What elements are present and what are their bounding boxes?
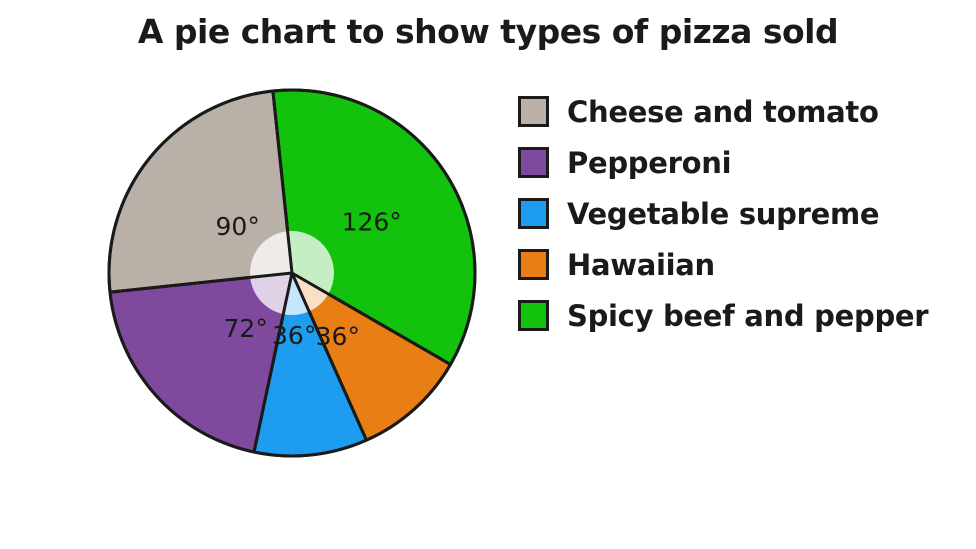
legend: Cheese and tomato Pepperoni Vegetable su… [518, 86, 929, 341]
angle-label-spicy-beef-and-pepper: 126° [342, 207, 402, 236]
legend-item-vegetable-supreme: Vegetable supreme [518, 188, 928, 239]
angle-marker-pepperoni [250, 273, 292, 315]
slice-divider [109, 271, 293, 294]
slice-divider [290, 272, 368, 441]
angle-label-vegetable-supreme: 36° [272, 321, 316, 350]
legend-item-hawaiian: Hawaiian [518, 239, 928, 290]
legend-swatch [518, 249, 549, 280]
slice-divider [252, 272, 294, 453]
legend-item-pepperoni: Pepperoni [518, 137, 928, 188]
legend-label: Cheese and tomato [567, 94, 879, 129]
angle-marker-hawaiian [292, 273, 329, 312]
slice-divider [271, 90, 294, 274]
legend-label: Vegetable supreme [567, 196, 880, 231]
pie-outline [107, 88, 477, 458]
angle-marker-spicy-beef-and-pepper [287, 231, 334, 294]
legend-label: Hawaiian [567, 247, 715, 282]
angle-marker-vegetable-supreme [283, 273, 310, 315]
angle-marker-cheese-and-tomato [249, 231, 292, 278]
legend-label: Pepperoni [567, 145, 732, 180]
angle-label-pepperoni: 72° [224, 314, 268, 343]
chart-title: A pie chart to show types of pizza sold [137, 12, 839, 51]
legend-item-cheese-and-tomato: Cheese and tomato [518, 86, 928, 137]
legend-label: Spicy beef and pepper [567, 298, 929, 333]
angle-label-hawaiian: 36° [316, 322, 360, 351]
legend-item-spicy-beef-and-pepper: Spicy beef and pepper [518, 290, 929, 341]
legend-swatch [518, 198, 549, 229]
legend-swatch [518, 300, 549, 331]
slice-divider [291, 271, 452, 366]
legend-swatch [518, 96, 549, 127]
legend-swatch [518, 147, 549, 178]
angle-label-cheese-and-tomato: 90° [216, 212, 260, 241]
